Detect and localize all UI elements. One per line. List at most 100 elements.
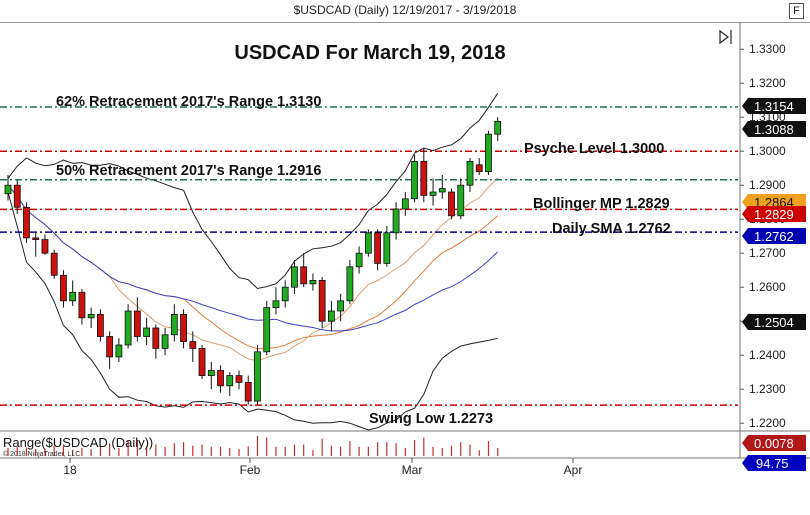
ema-line: [7, 177, 499, 362]
candle-body: [69, 291, 77, 302]
volume-tag-label: 94.75: [756, 456, 789, 471]
candle-body: [180, 313, 187, 342]
price-tag: [742, 121, 806, 137]
horizontal-levels: [0, 106, 738, 406]
candle-body: [106, 336, 114, 358]
chart-title: USDCAD For March 19, 2018: [234, 42, 505, 64]
candle-body: [143, 327, 151, 337]
candle-body: [198, 347, 206, 376]
price-gridlines: [0, 22, 810, 459]
play-button[interactable]: [719, 29, 732, 45]
candle-body: [87, 313, 95, 319]
candle-body: [23, 206, 30, 239]
candle-body: [170, 313, 178, 336]
candle-body: [438, 188, 446, 193]
candle-body: [60, 274, 67, 302]
price-tick-label: 1.3000: [749, 144, 786, 158]
volume-tag: [742, 455, 806, 471]
candle-body: [78, 291, 86, 319]
range-value-tag-label: 0.0078: [754, 436, 794, 451]
candle-body: [4, 184, 12, 195]
price-tag-label: 1.2504: [754, 315, 794, 330]
chart-window-header: $USDCAD (Daily) 12/19/2017 - 3/19/2018 F: [0, 0, 810, 23]
price-tick-label: 1.2700: [749, 246, 786, 260]
candle-body: [337, 300, 345, 312]
candle-body: [448, 191, 455, 217]
candlesticks: [4, 117, 502, 405]
candle-body: [41, 239, 49, 254]
level-label: Psyche Level 1.3000: [524, 141, 664, 157]
price-tag-label: 1.2762: [754, 229, 794, 244]
candle-body: [327, 310, 335, 322]
candle-body: [13, 184, 21, 208]
price-tag: [742, 314, 806, 330]
price-tag: [742, 228, 806, 244]
copyright: © 2018 NinjaTrader, LLC: [3, 450, 80, 458]
candle-body: [364, 232, 372, 254]
level-label: 62% Retracement 2017's Range 1.3130: [56, 94, 321, 110]
candle-body: [32, 237, 40, 240]
candle-body: [494, 120, 502, 135]
candle-body: [272, 300, 280, 308]
candle-body: [244, 381, 252, 402]
candle-body: [475, 164, 483, 173]
price-tag-label: 1.3154: [754, 99, 794, 114]
candle-body: [392, 208, 400, 234]
candle-body: [355, 252, 363, 268]
price-tick-label: 1.2400: [749, 348, 786, 362]
time-axis: 18 Feb Mar Apr: [63, 458, 582, 477]
range-panel-label: Range($USDCAD (Daily)): [3, 435, 153, 450]
price-tick-label: 1.2200: [749, 416, 786, 430]
candle-body: [411, 160, 418, 200]
level-labels: 62% Retracement 2017's Range 1.3130 Psych…: [56, 94, 671, 427]
candle-body: [226, 375, 234, 387]
candle-body: [254, 351, 261, 402]
candle-body: [309, 279, 317, 285]
candle-body: [263, 307, 271, 353]
price-tick-label: 1.3200: [749, 76, 786, 90]
candle-body: [161, 334, 169, 349]
price-tag: [742, 98, 806, 114]
candle-body: [133, 310, 141, 337]
candle-body: [115, 344, 123, 358]
price-tick-label: 1.3300: [749, 42, 786, 56]
play-icon[interactable]: [719, 29, 729, 45]
candle-body: [217, 370, 224, 387]
time-tick-label: 18: [63, 463, 77, 477]
chart-float-button[interactable]: F: [789, 3, 804, 19]
candle-body: [152, 327, 160, 349]
candle-body: [124, 310, 132, 346]
bollinger-upper-line: [7, 93, 499, 290]
candle-body: [429, 191, 437, 196]
price-tag-label: 1.3088: [754, 122, 794, 137]
candle-body: [485, 133, 492, 172]
range-value-tag: [742, 435, 806, 451]
candle-body: [50, 252, 58, 276]
candle-body: [207, 370, 215, 376]
indicator-lines: [7, 93, 499, 431]
candle-body: [401, 198, 409, 210]
candle-body: [97, 313, 104, 337]
candle-body: [189, 341, 197, 349]
range-panel: Range($USDCAD (Daily))© 2018 NinjaTrader…: [3, 435, 806, 471]
level-label: Daily SMA 1.2762: [552, 221, 671, 237]
candle-body: [383, 232, 391, 264]
candle-body: [281, 286, 289, 302]
price-tag: [742, 206, 806, 222]
candle-body: [466, 160, 474, 186]
level-label: Bollinger MP 1.2829: [533, 196, 670, 212]
candle-body: [235, 375, 243, 383]
price-tick-label: 1.2300: [749, 382, 786, 396]
level-label: Swing Low 1.2273: [369, 411, 493, 427]
price-tick-label: 1.2600: [749, 280, 786, 294]
price-tick-label: 1.2900: [749, 178, 786, 192]
price-tag-label: 1.2829: [754, 207, 794, 222]
candle-body: [420, 160, 428, 196]
sma-line: [7, 184, 499, 332]
candle-body: [300, 266, 308, 285]
candle-body: [346, 266, 354, 302]
chart-header-title: $USDCAD (Daily) 12/19/2017 - 3/19/2018: [293, 3, 517, 17]
candle-body: [318, 279, 326, 322]
